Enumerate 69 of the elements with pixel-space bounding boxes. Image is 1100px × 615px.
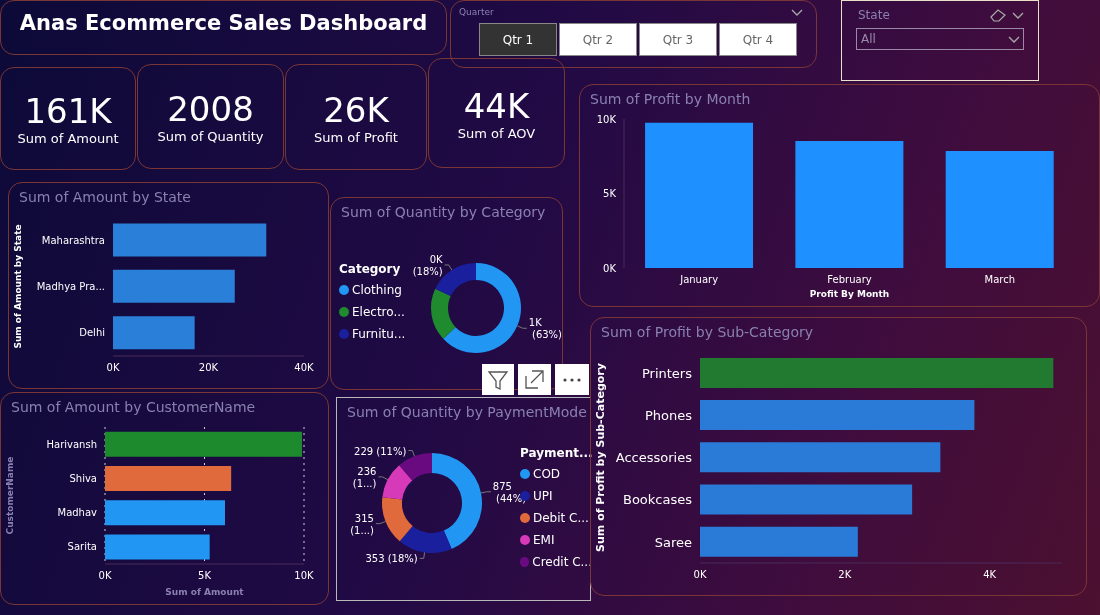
y-axis-title: Sum of Amount by State xyxy=(13,224,24,349)
x-tick-label: January xyxy=(679,274,719,286)
y-tick-label: Phones xyxy=(644,407,693,423)
x-tick-label: 0K xyxy=(106,362,120,374)
text: Qtr 3 xyxy=(639,23,717,56)
y-tick-label: Shiva xyxy=(69,472,97,484)
x-axis-title: Profit By Month xyxy=(809,289,890,299)
text: Qtr 1 xyxy=(479,23,557,56)
text: Quarter xyxy=(459,7,494,17)
chart-title: Sum of Quantity by Category xyxy=(341,204,546,220)
data-label: 236 (1...) xyxy=(349,465,377,489)
text: 161K xyxy=(24,91,112,131)
x-tick-label: 40K xyxy=(294,362,315,374)
y-tick-label: Madhav xyxy=(57,507,98,519)
legend-label: Credit C... xyxy=(531,554,592,571)
text: Sum of AOV xyxy=(457,125,536,141)
x-tick-label: 5K xyxy=(198,570,212,582)
data-label: 1K (63%) xyxy=(528,317,563,341)
data-label: 229 (11%) xyxy=(354,445,407,457)
legend-label: Clothing xyxy=(351,282,403,299)
x-tick-label: 0K xyxy=(693,569,707,581)
chart-title: Sum of Profit by Sub-Category xyxy=(601,324,814,340)
legend-label: Furnitu... xyxy=(351,326,407,343)
y-tick-label: Bookcases xyxy=(622,492,693,508)
legend-label: Electro... xyxy=(351,304,406,321)
y-tick-label: Delhi xyxy=(79,327,105,339)
x-axis-title: Sum of Amount xyxy=(165,587,245,597)
text: 26K xyxy=(323,89,389,130)
text: Sum of Profit xyxy=(314,129,398,145)
y-tick-label: Sarita xyxy=(67,541,97,553)
legend-label: Debit C... xyxy=(532,510,590,527)
chart-title: Sum of Quantity by PaymentMode xyxy=(347,404,587,420)
y-axis-title: Sum of Profit by Sub-Category xyxy=(593,363,607,552)
legend-label: COD xyxy=(532,466,562,483)
text: Qtr 4 xyxy=(719,23,797,56)
text: All xyxy=(856,28,1024,50)
text: 2008 xyxy=(167,89,254,129)
y-tick-label: Printers xyxy=(641,365,693,381)
chart-title: Sum of Amount by CustomerName xyxy=(11,399,256,415)
y-tick-label: 5K xyxy=(603,188,617,200)
data-label: 315 (1...) xyxy=(347,512,375,536)
x-tick-label: 20K xyxy=(198,362,219,374)
x-tick-label: 4K xyxy=(983,569,997,581)
data-label: 0K (18%) xyxy=(409,253,444,277)
chart-title: Sum of Amount by State xyxy=(19,189,191,205)
text: Anas Ecommerce Sales Dashboard xyxy=(18,11,429,35)
legend-label: UPI xyxy=(533,489,553,503)
y-tick-label: Saree xyxy=(654,534,692,550)
x-tick-label: March xyxy=(984,274,1016,286)
x-tick-label: 2K xyxy=(838,569,852,581)
x-tick-label: February xyxy=(827,274,872,286)
y-tick-label: Harivansh xyxy=(46,438,97,450)
y-tick-label: Accessories xyxy=(615,450,693,466)
y-tick-label: Maharashtra xyxy=(41,234,105,246)
text: Sum of Amount xyxy=(17,131,119,146)
data-label: 353 (18%) xyxy=(365,553,418,565)
y-tick-label: Madhya Pra... xyxy=(36,281,105,293)
y-tick-label: 0K xyxy=(603,262,617,274)
y-tick-label: 10K xyxy=(596,113,617,125)
x-tick-label: 10K xyxy=(294,570,315,582)
legend-label: EMI xyxy=(532,532,556,549)
text: Qtr 2 xyxy=(559,23,637,56)
legend-title: Category xyxy=(339,262,401,276)
text: Sum of Quantity xyxy=(157,129,264,144)
legend-title: Payment... xyxy=(520,446,593,460)
text: State xyxy=(858,8,890,22)
text: 44K xyxy=(463,85,530,126)
chart-title: Sum of Profit by Month xyxy=(590,91,751,107)
y-axis-title: CustomerName xyxy=(5,456,16,535)
